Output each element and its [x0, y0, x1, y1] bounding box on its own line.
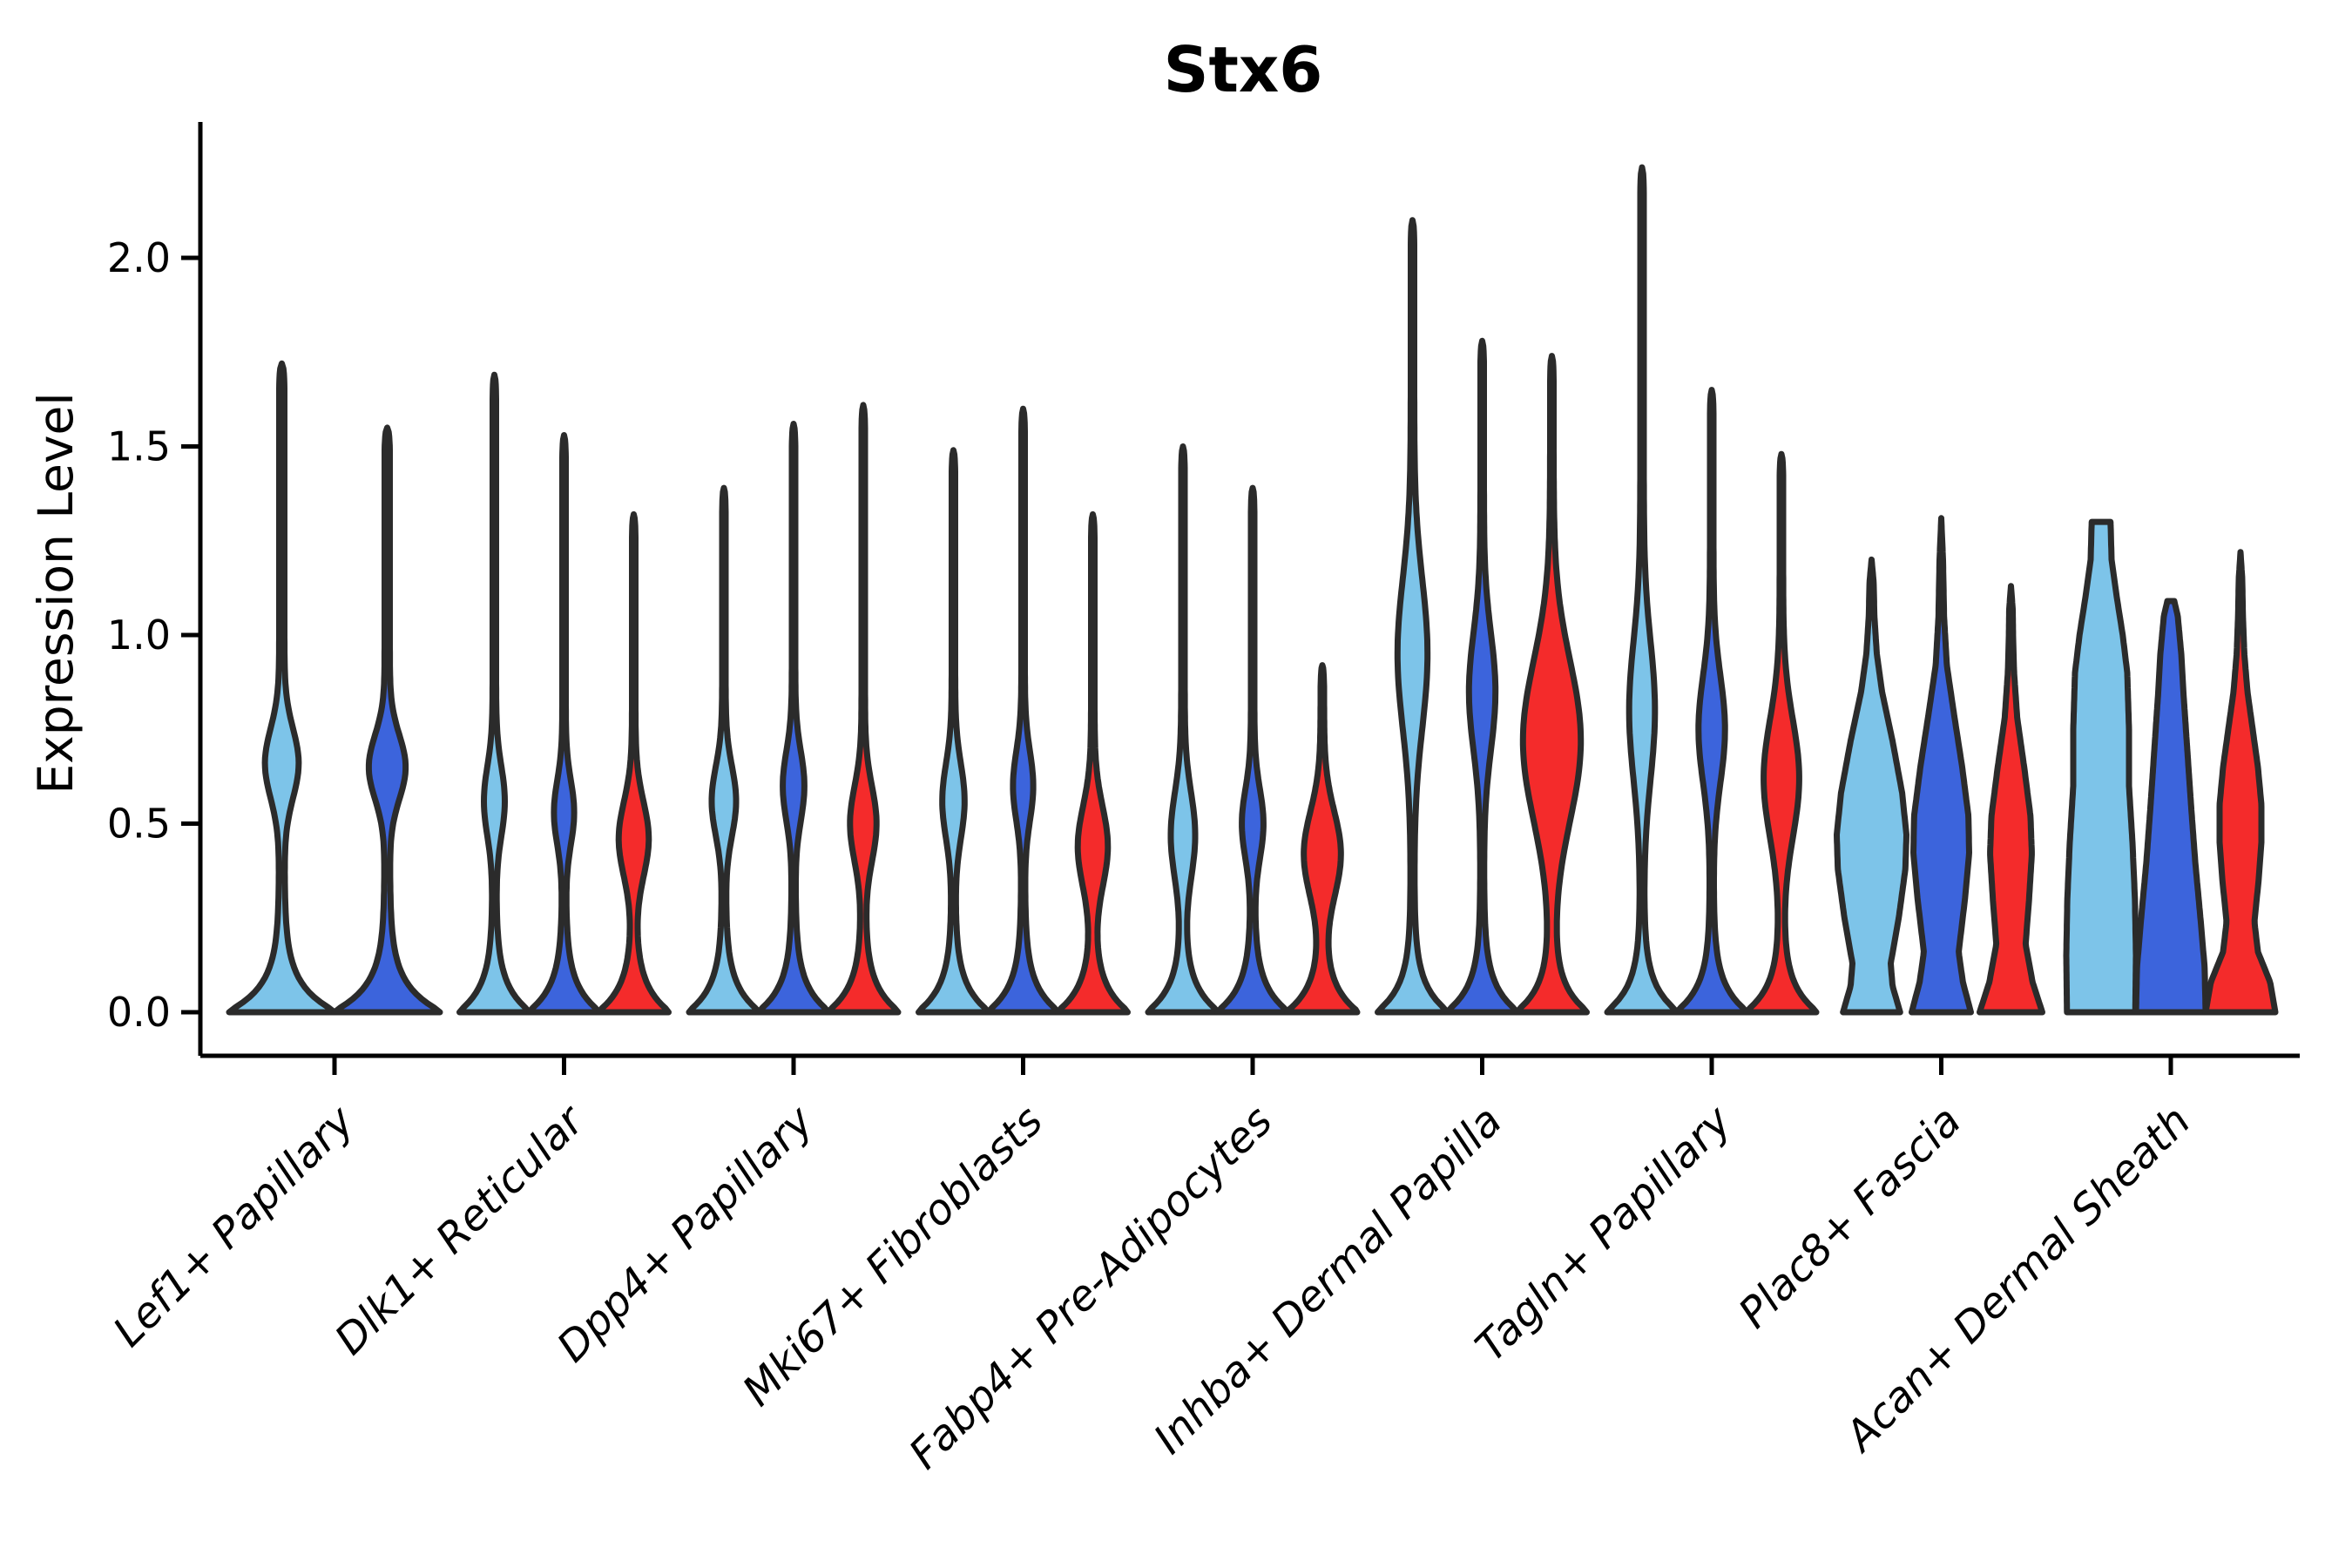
- x-tick-label-dlk1-reticular: Dlk1+ Reticular: [326, 1095, 596, 1365]
- chart-title: Stx6: [1163, 33, 1323, 106]
- x-tick-label-dpp4-papillary: Dpp4+ Papillary: [548, 1096, 823, 1371]
- violin-inhba-dermal-papilla-red: [1514, 353, 1590, 1016]
- violin-plac8-fascia-red: [1977, 583, 2045, 1016]
- violin-tagln-papillary-dark-blue: [1673, 387, 1750, 1016]
- violin-fabp4-pre-adipocytes-light-blue: [1145, 443, 1221, 1016]
- violin-lef1-papillary-dark-blue: [331, 424, 443, 1016]
- violin-dlk1-reticular-red: [596, 510, 672, 1016]
- violin-acan-dermal-sheath-red: [2202, 549, 2279, 1016]
- violin-tagln-papillary-light-blue: [1604, 164, 1680, 1016]
- y-tick-label-0: 0.0: [107, 989, 171, 1036]
- violin-plac8-fascia-dark-blue: [1909, 515, 1974, 1016]
- violin-tagln-papillary-red: [1743, 450, 1820, 1016]
- violin-dlk1-reticular-dark-blue: [526, 432, 602, 1016]
- violin-inhba-dermal-papilla-dark-blue: [1444, 337, 1520, 1016]
- violin-inhba-dermal-papilla-light-blue: [1375, 217, 1450, 1016]
- violin-group-acan-dermal-sheath: [2063, 518, 2279, 1016]
- violin-acan-dermal-sheath-light-blue: [2063, 518, 2139, 1016]
- violin-dpp4-papillary-light-blue: [686, 484, 762, 1016]
- y-tick-label-3: 1.5: [107, 423, 171, 470]
- y-axis-title: Expression Level: [28, 392, 84, 794]
- x-tick-label-plac8-fascia: Plac8+ Fascia: [1729, 1097, 1970, 1338]
- violin-group-dlk1-reticular: [456, 371, 672, 1016]
- y-tick-label-4: 2.0: [107, 234, 171, 281]
- violin-acan-dermal-sheath-dark-blue: [2132, 598, 2209, 1016]
- y-tick-label-2: 1.0: [107, 612, 171, 659]
- violin-dlk1-reticular-light-blue: [456, 371, 532, 1016]
- x-tick-label-fabp4-pre-adipocytes: Fabp4+ Pre-Adipocytes: [900, 1097, 1282, 1479]
- x-tick-label-tagln-papillary: Tagln+ Papillary: [1466, 1096, 1741, 1371]
- violin-fabp4-pre-adipocytes-red: [1284, 662, 1361, 1016]
- violin-group-inhba-dermal-papilla: [1375, 217, 1590, 1016]
- violin-groups: [226, 164, 2279, 1016]
- violin-dpp4-papillary-dark-blue: [755, 421, 832, 1016]
- violin-group-lef1-papillary: [226, 360, 443, 1016]
- violin-group-fabp4-pre-adipocytes: [1145, 443, 1361, 1016]
- y-tick-label-1: 0.5: [107, 801, 171, 848]
- violin-lef1-papillary-light-blue: [226, 360, 338, 1016]
- violin-group-mki67-fibroblasts: [916, 405, 1131, 1016]
- violin-group-plac8-fascia: [1834, 515, 2045, 1016]
- violin-dpp4-papillary-red: [825, 402, 902, 1016]
- violin-group-dpp4-papillary: [686, 402, 902, 1016]
- violin-plac8-fascia-light-blue: [1834, 556, 1909, 1016]
- violin-mki67-fibroblasts-red: [1055, 510, 1131, 1016]
- x-tick-label-lef1-papillary: Lef1+ Papillary: [104, 1096, 364, 1356]
- violin-group-tagln-papillary: [1604, 164, 1820, 1016]
- violin-mki67-fibroblasts-dark-blue: [985, 405, 1061, 1016]
- violin-fabp4-pre-adipocytes-dark-blue: [1214, 484, 1291, 1016]
- violin-mki67-fibroblasts-light-blue: [916, 447, 991, 1016]
